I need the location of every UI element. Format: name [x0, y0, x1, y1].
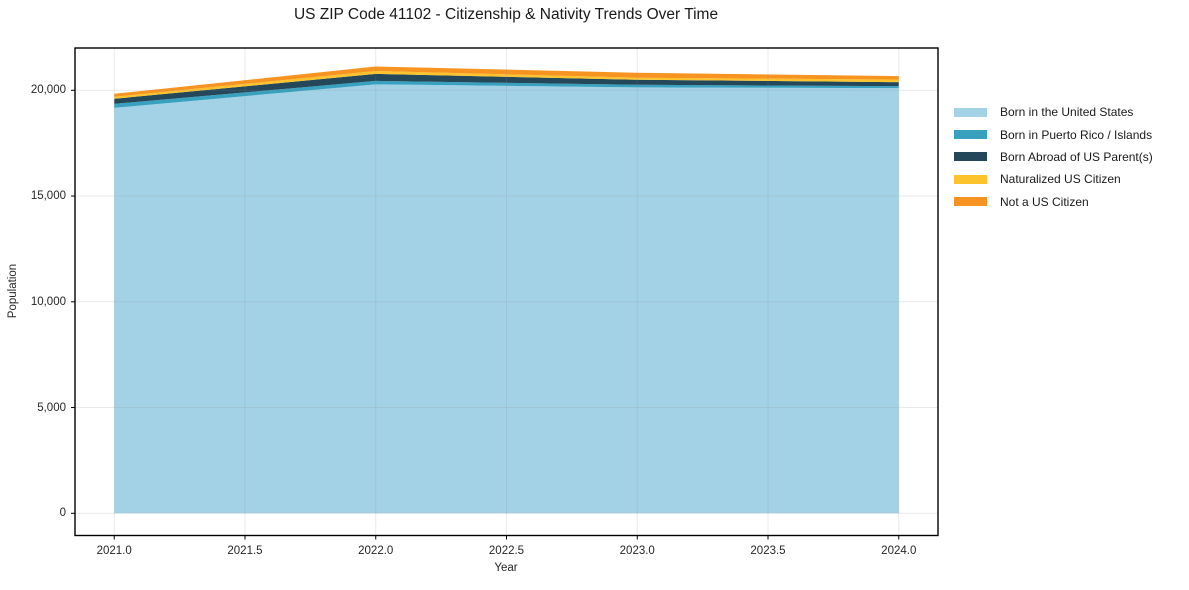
legend-swatch-icon: [954, 174, 987, 184]
area-series-0: [114, 84, 899, 514]
y-tick-label: 20,000: [30, 84, 66, 97]
legend-swatch-icon: [954, 107, 987, 117]
legend-item: Not a US Citizen: [954, 191, 1153, 213]
legend-label: Born in Puerto Rico / Islands: [1000, 127, 1153, 142]
y-tick-label: 10,000: [30, 295, 66, 308]
legend-item: Naturalized US Citizen: [954, 168, 1153, 190]
area-series-3: [114, 70, 899, 99]
legend: Born in the United States Born in Puerto …: [954, 101, 1153, 213]
legend-label: Born Abroad of US Parent(s): [1000, 149, 1153, 164]
x-tick-label: 2022.0: [358, 545, 394, 557]
legend-item: Born Abroad of US Parent(s): [954, 146, 1153, 168]
legend-item: Born in the United States: [954, 101, 1153, 123]
x-tick-label: 2021.0: [96, 545, 132, 557]
legend-swatch-icon: [954, 130, 987, 140]
area-series-2: [114, 73, 899, 104]
y-tick-label: 15,000: [30, 190, 66, 203]
legend-item: Born in Puerto Rico / Islands: [954, 123, 1153, 145]
legend-label: Born in the United States: [1000, 105, 1134, 120]
legend-label: Naturalized US Citizen: [1000, 172, 1121, 187]
y-tick-label: 5,000: [37, 401, 66, 414]
legend-label: Not a US Citizen: [1000, 194, 1089, 209]
x-tick-label: 2021.5: [227, 545, 263, 557]
area-series-4: [114, 66, 899, 97]
x-tick-label: 2022.5: [488, 545, 525, 557]
chart-title: US ZIP Code 41102 - Citizenship & Nativi…: [293, 6, 719, 23]
x-tick-label: 2023.0: [619, 545, 655, 557]
y-tick-label: 0: [59, 507, 66, 520]
legend-swatch-icon: [954, 197, 987, 207]
legend-swatch-icon: [954, 152, 987, 162]
x-axis-label: Year: [494, 562, 518, 574]
area-series-1: [114, 80, 899, 108]
x-tick-label: 2024.0: [881, 545, 917, 557]
x-tick-label: 2023.5: [750, 545, 786, 557]
